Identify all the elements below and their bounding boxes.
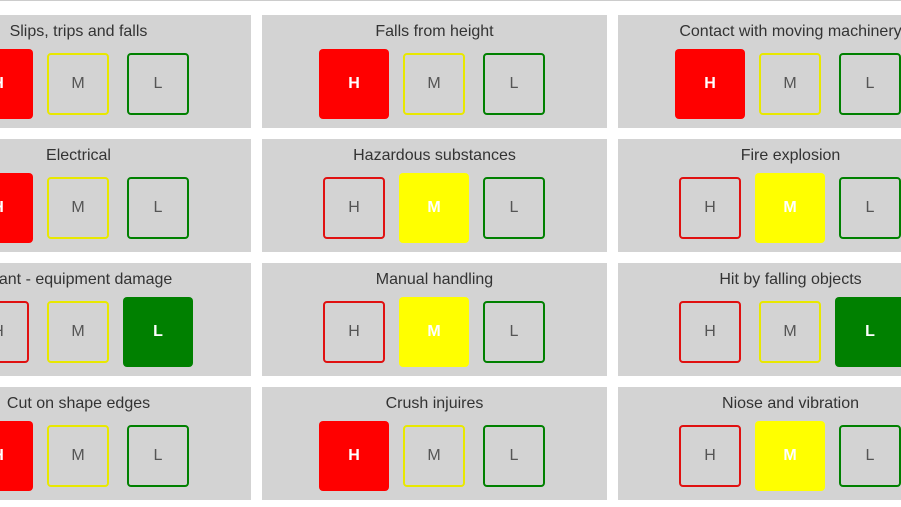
level-button[interactable]: H <box>323 301 385 363</box>
level-button[interactable]: L <box>835 297 901 367</box>
level-button[interactable]: L <box>839 53 901 115</box>
card-title: Hit by falling objects <box>719 271 862 288</box>
risk-card: Contact with moving machinery H M L <box>618 15 901 128</box>
card-title: Manual handling <box>375 271 494 288</box>
card-title: Plant - equipment damage <box>0 271 173 288</box>
level-button[interactable]: M <box>47 425 109 487</box>
risk-card: Slips, trips and falls HML <box>0 15 251 128</box>
risk-card: Electrical HML <box>0 139 251 252</box>
level-button[interactable]: M <box>755 421 825 491</box>
level-button[interactable]: L <box>483 53 545 115</box>
level-button[interactable]: L <box>483 425 545 487</box>
risk-card: Fire explosion H M L <box>618 139 901 252</box>
card-title: Contact with moving machinery <box>679 23 901 40</box>
level-button[interactable]: H <box>675 49 745 119</box>
level-button[interactable]: M <box>755 173 825 243</box>
risk-card: Cut on shape edges HML <box>0 387 251 500</box>
level-button[interactable]: H <box>679 177 741 239</box>
risk-card: Hazardous substances H M L <box>262 139 607 252</box>
card-title: Fire explosion <box>740 147 841 164</box>
level-button[interactable]: H <box>679 301 741 363</box>
card-title: Hazardous substances <box>353 147 516 164</box>
risk-card: Falls from height H M L <box>262 15 607 128</box>
level-button[interactable]: H <box>0 421 33 491</box>
risk-card: Manual handling H M L <box>262 263 607 376</box>
card-title: Crush injuires <box>385 395 484 412</box>
level-button[interactable]: L <box>127 53 189 115</box>
level-button[interactable]: H <box>0 173 33 243</box>
level-button[interactable]: L <box>123 297 193 367</box>
level-button[interactable]: H <box>0 301 29 363</box>
level-button[interactable]: H <box>679 425 741 487</box>
risk-card: Plant - equipment damage HML <box>0 263 251 376</box>
card-title: Niose and vibration <box>722 395 859 412</box>
card-title: Slips, trips and falls <box>9 23 148 40</box>
level-button[interactable]: M <box>47 301 109 363</box>
card-title: Electrical <box>46 147 111 164</box>
level-button[interactable]: H <box>323 177 385 239</box>
level-button[interactable]: L <box>839 177 901 239</box>
risk-card: Niose and vibration H M L <box>618 387 901 500</box>
level-button[interactable]: H <box>319 49 389 119</box>
level-button[interactable]: M <box>403 425 465 487</box>
level-button[interactable]: L <box>483 177 545 239</box>
card-title: Falls from height <box>375 23 494 40</box>
level-button[interactable]: M <box>759 53 821 115</box>
risk-card: Hit by falling objects H M L <box>618 263 901 376</box>
level-button[interactable]: M <box>759 301 821 363</box>
level-button[interactable]: L <box>127 425 189 487</box>
level-button[interactable]: L <box>483 301 545 363</box>
level-button[interactable]: M <box>47 53 109 115</box>
level-button[interactable]: M <box>403 53 465 115</box>
level-button[interactable]: H <box>0 49 33 119</box>
level-button[interactable]: M <box>47 177 109 239</box>
level-button[interactable]: L <box>839 425 901 487</box>
card-title: Cut on shape edges <box>6 395 151 412</box>
level-button[interactable]: M <box>399 297 469 367</box>
level-button[interactable]: L <box>127 177 189 239</box>
level-button[interactable]: M <box>399 173 469 243</box>
level-button[interactable]: H <box>319 421 389 491</box>
risk-card: Crush injuires H M L <box>262 387 607 500</box>
